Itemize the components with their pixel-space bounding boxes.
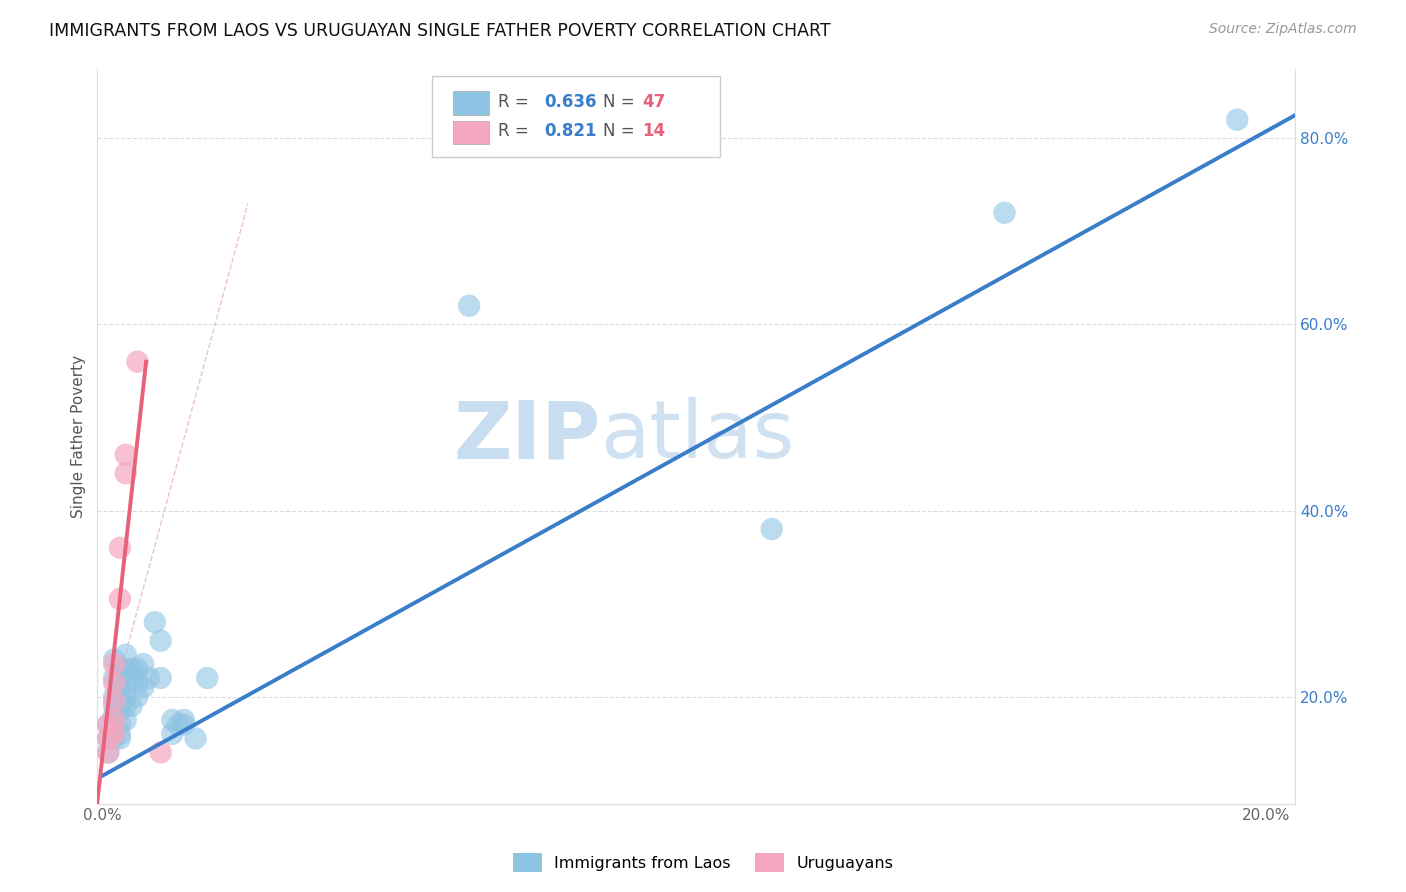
FancyBboxPatch shape: [432, 76, 720, 157]
Point: [121, 662, 143, 676]
Point: [127, 354, 149, 368]
Point: [1226, 112, 1249, 127]
Point: [114, 662, 136, 676]
Point: [103, 698, 125, 713]
Point: [138, 671, 160, 685]
Point: [114, 690, 136, 704]
Point: [108, 731, 131, 746]
Text: R =: R =: [498, 122, 534, 140]
Point: [108, 704, 131, 718]
Point: [149, 671, 172, 685]
Point: [167, 717, 190, 731]
Text: 0.636: 0.636: [544, 93, 596, 111]
Point: [114, 648, 136, 662]
Point: [103, 708, 125, 723]
Text: ZIP: ZIP: [453, 397, 600, 475]
Point: [108, 698, 131, 713]
Y-axis label: Single Father Poverty: Single Father Poverty: [72, 354, 86, 517]
Point: [103, 690, 125, 704]
Text: R =: R =: [498, 93, 534, 111]
Point: [993, 206, 1015, 220]
Point: [127, 662, 149, 676]
Point: [121, 698, 143, 713]
Point: [103, 727, 125, 741]
Point: [173, 717, 195, 731]
Point: [108, 681, 131, 695]
Point: [195, 671, 218, 685]
Point: [97, 746, 120, 760]
Text: N =: N =: [603, 93, 640, 111]
Point: [97, 746, 120, 760]
Point: [97, 731, 120, 746]
Text: Source: ZipAtlas.com: Source: ZipAtlas.com: [1209, 22, 1357, 37]
Point: [127, 675, 149, 690]
Point: [108, 671, 131, 685]
Point: [103, 657, 125, 671]
Text: 14: 14: [643, 122, 665, 140]
Point: [132, 657, 155, 671]
Point: [127, 690, 149, 704]
Point: [143, 615, 166, 630]
Point: [108, 727, 131, 741]
Text: 0.821: 0.821: [544, 122, 596, 140]
Point: [103, 675, 125, 690]
Point: [103, 671, 125, 685]
Point: [97, 717, 120, 731]
FancyBboxPatch shape: [453, 91, 489, 115]
Point: [114, 448, 136, 462]
Point: [108, 717, 131, 731]
Point: [458, 299, 481, 313]
Point: [184, 731, 207, 746]
Point: [114, 675, 136, 690]
Point: [114, 698, 136, 713]
Point: [108, 662, 131, 676]
Text: atlas: atlas: [600, 397, 794, 475]
Point: [761, 522, 783, 536]
Point: [114, 713, 136, 727]
Point: [132, 681, 155, 695]
Point: [108, 690, 131, 704]
Text: N =: N =: [603, 122, 640, 140]
Point: [162, 713, 184, 727]
Point: [97, 731, 120, 746]
Point: [103, 652, 125, 666]
Point: [114, 467, 136, 481]
Legend: Immigrants from Laos, Uruguayans: Immigrants from Laos, Uruguayans: [505, 845, 901, 880]
Point: [149, 633, 172, 648]
Point: [103, 694, 125, 708]
Text: IMMIGRANTS FROM LAOS VS URUGUAYAN SINGLE FATHER POVERTY CORRELATION CHART: IMMIGRANTS FROM LAOS VS URUGUAYAN SINGLE…: [49, 22, 831, 40]
Text: 47: 47: [643, 93, 665, 111]
Point: [108, 591, 131, 606]
Point: [103, 731, 125, 746]
Point: [162, 727, 184, 741]
Point: [103, 713, 125, 727]
Point: [97, 717, 120, 731]
FancyBboxPatch shape: [453, 120, 489, 145]
Point: [108, 541, 131, 555]
Point: [121, 671, 143, 685]
Point: [149, 746, 172, 760]
Point: [173, 713, 195, 727]
